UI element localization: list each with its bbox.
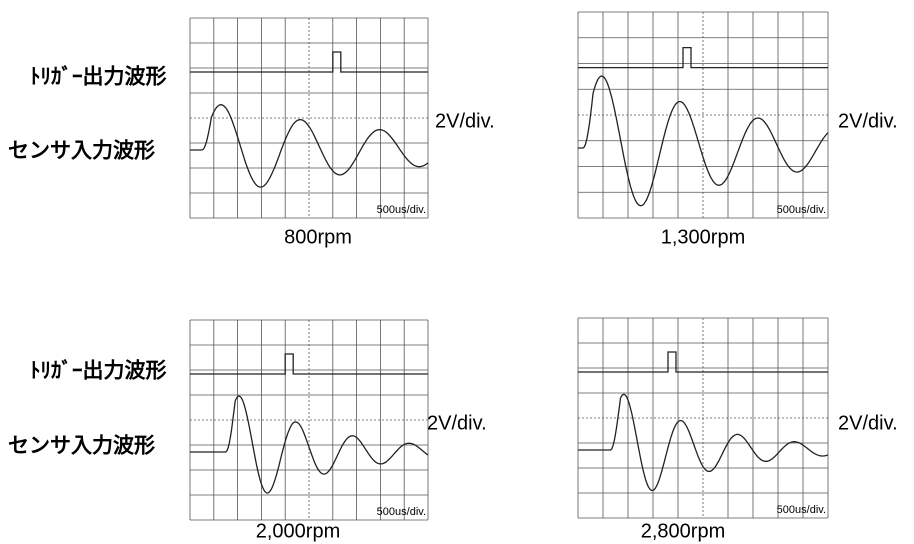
scope-panel xyxy=(190,18,428,218)
volt-div: 2V/div. xyxy=(427,412,487,434)
time-div: 500us/div. xyxy=(377,506,426,518)
scope-panel xyxy=(190,320,428,520)
caption: 2,000rpm xyxy=(256,520,341,542)
volt-div: 2V/div. xyxy=(435,110,495,132)
time-div: 500us/div. xyxy=(777,504,826,516)
time-div: 500us/div. xyxy=(377,204,426,216)
volt-div: 2V/div. xyxy=(838,412,898,434)
trigger-label: ﾄﾘｶﾞｰ出力波形 xyxy=(30,65,167,89)
caption: 1,300rpm xyxy=(661,226,746,248)
sensor-label: センサ入力波形 xyxy=(8,434,155,458)
time-div: 500us/div. xyxy=(777,204,826,216)
volt-div: 2V/div. xyxy=(838,110,898,132)
sensor-label: センサ入力波形 xyxy=(8,139,155,163)
figure: 500us/div. 2V/div. 800rpm 500us/div. 2V/div.… xyxy=(0,0,914,544)
trigger-label: ﾄﾘｶﾞｰ出力波形 xyxy=(30,359,167,383)
caption: 2,800rpm xyxy=(641,520,726,542)
caption: 800rpm xyxy=(284,226,352,248)
scope-panel xyxy=(578,318,828,518)
